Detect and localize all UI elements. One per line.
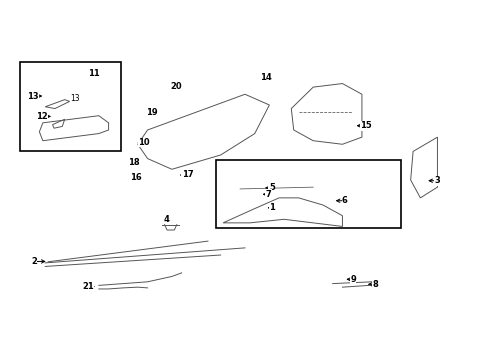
Text: 13: 13: [27, 91, 39, 100]
Text: 18: 18: [128, 158, 140, 167]
Text: 16: 16: [130, 173, 142, 182]
Text: 10: 10: [138, 138, 150, 147]
Text: 1: 1: [270, 203, 275, 212]
Text: 20: 20: [170, 82, 182, 91]
Text: 11: 11: [88, 69, 100, 78]
Text: 17: 17: [182, 171, 194, 180]
Text: 15: 15: [360, 121, 372, 130]
Text: 14: 14: [260, 73, 271, 82]
Text: 12: 12: [38, 113, 48, 122]
Text: 5: 5: [269, 183, 275, 192]
Text: 12: 12: [36, 112, 48, 121]
Text: 21: 21: [82, 282, 94, 291]
Text: 9: 9: [350, 275, 356, 284]
FancyBboxPatch shape: [216, 160, 401, 228]
Text: 2: 2: [31, 257, 37, 266]
Text: 19: 19: [146, 108, 157, 117]
Text: 7: 7: [266, 190, 271, 199]
Text: 8: 8: [373, 280, 378, 289]
FancyBboxPatch shape: [20, 62, 121, 152]
Text: 4: 4: [163, 215, 169, 224]
Text: 13: 13: [70, 94, 80, 103]
Text: 3: 3: [435, 176, 441, 185]
Text: 6: 6: [342, 196, 348, 205]
